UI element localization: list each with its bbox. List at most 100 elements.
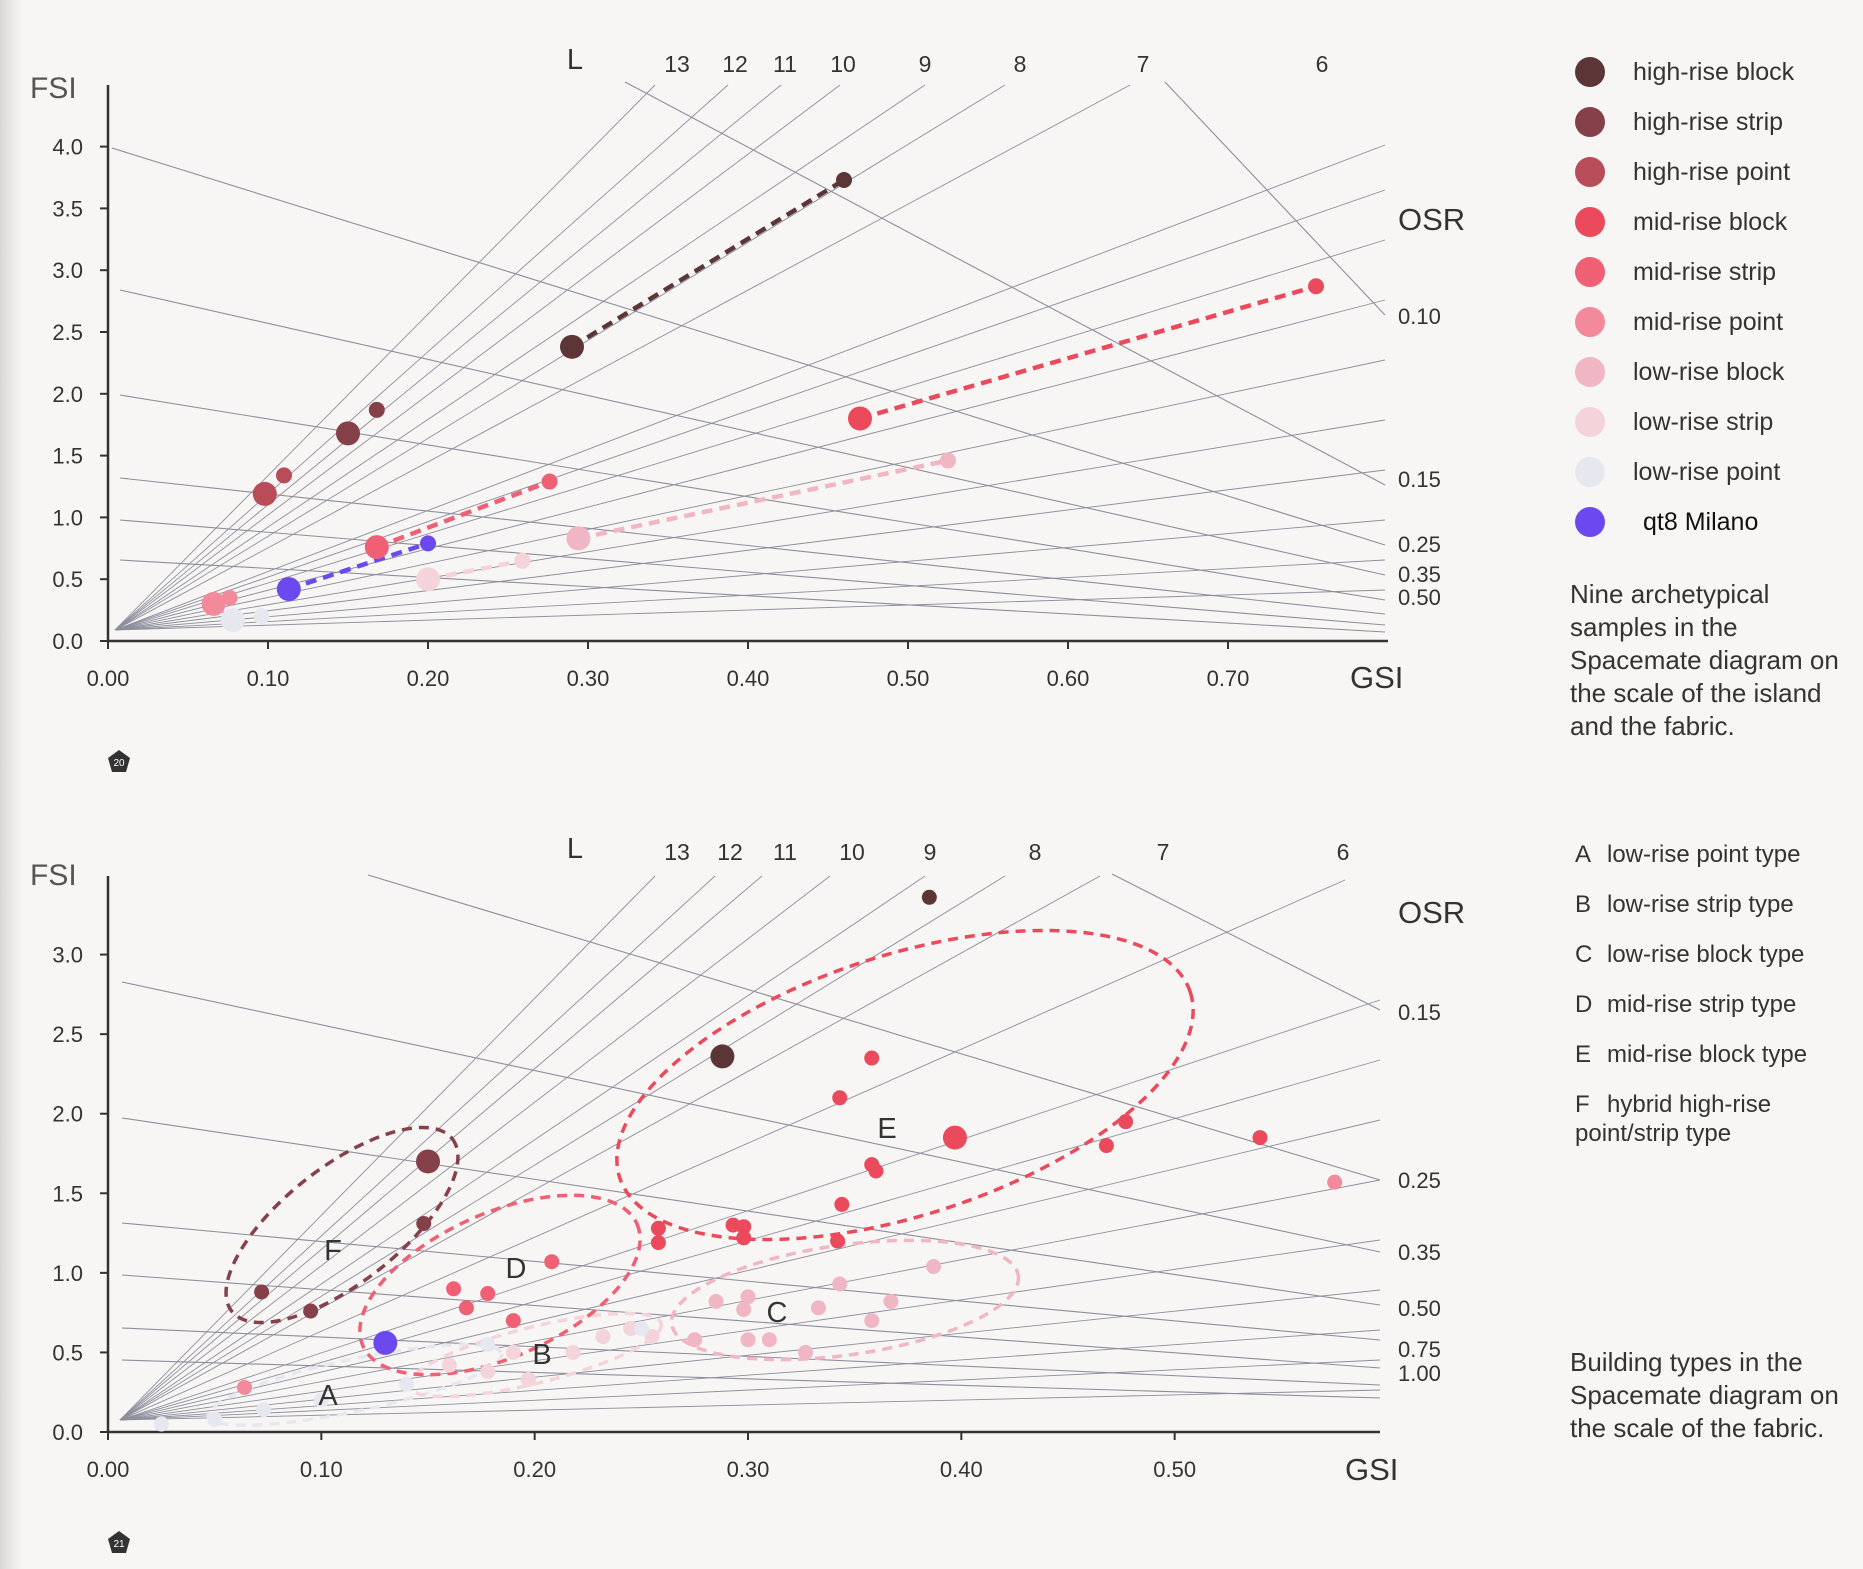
l-line [119, 999, 1381, 1421]
point-low-rise-block [708, 1294, 724, 1310]
l-value-label: 8 [1029, 839, 1042, 865]
osr-line [119, 394, 1386, 601]
x-tick-label: 0.40 [940, 1457, 983, 1482]
type-label: low-rise point type [1607, 841, 1801, 868]
point-mid-rise-block [832, 1090, 848, 1106]
x-tick-label: 0.20 [513, 1457, 556, 1482]
l-value-label: 7 [1137, 51, 1150, 77]
x-tick-label: 0.00 [87, 666, 130, 691]
osr-lines [111, 81, 1386, 633]
point-mid-rise-block [1308, 278, 1324, 295]
type-key: B [1575, 891, 1592, 918]
l-value-label: 13 [664, 51, 690, 77]
l-line [119, 875, 763, 1421]
osr-line [121, 1359, 1381, 1399]
y-tick-label: 0.5 [52, 567, 83, 592]
l-line [119, 1289, 1381, 1421]
l-line [114, 519, 1386, 631]
point-mid-rise-strip [446, 1281, 462, 1297]
point-qt8-milano [276, 577, 301, 602]
type-label: low-rise strip type [1607, 891, 1794, 918]
l-line [114, 144, 1386, 631]
point-low-rise-strip [644, 1329, 660, 1345]
connectors [288, 178, 1317, 592]
connector-qt8-milano [288, 541, 429, 592]
l-value-label: 10 [830, 51, 856, 77]
clusters [206, 928, 1195, 1427]
point-mid-rise-block [942, 1125, 967, 1150]
osr-line [119, 559, 1386, 633]
point-high-rise-strip [254, 1284, 270, 1300]
legend-label: high-rise point [1633, 157, 1791, 186]
axes [100, 85, 1388, 649]
l-lines [114, 84, 1386, 631]
y-tick-label: 2.0 [52, 1102, 83, 1127]
osr-value-label: 0.25 [1398, 1168, 1441, 1193]
osr-lines [121, 873, 1381, 1399]
l-line [119, 875, 1006, 1421]
point-mid-rise-block [864, 1050, 880, 1066]
type-label: hybrid high-rise point/strip type [1575, 1091, 1772, 1147]
legend-label: low-rise strip [1633, 407, 1774, 436]
dot-icon [1575, 157, 1605, 187]
point-high-rise-strip [368, 401, 385, 418]
point-low-rise-point [480, 1336, 496, 1352]
point-mid-rise-block [1098, 1138, 1114, 1154]
point-mid-rise-strip [541, 473, 558, 490]
type-label: mid-rise strip type [1607, 991, 1797, 1018]
legend-item-high-rise-strip: high-rise strip [1575, 97, 1855, 147]
y-tick-label: 4.0 [52, 135, 83, 160]
connector-mid-rise-block [859, 284, 1317, 421]
l-value-label: 12 [717, 839, 743, 865]
labels: 13 12 11 10 9 8 7 6LOSR0.100.150.250.350.500.00… [30, 44, 1465, 772]
l-line [114, 84, 729, 631]
labels: 13 12 11 10 9 8 7 6LOSR0.150.250.350.500.751.00… [30, 833, 1465, 1553]
osr-value-label: 0.50 [1398, 585, 1441, 610]
osr-value-label: 0.25 [1398, 532, 1441, 557]
point-low-rise-point [253, 608, 270, 625]
point-low-rise-strip [441, 1357, 457, 1373]
x-tick-label: 0.10 [300, 1457, 343, 1482]
y-tick-label: 0.0 [52, 629, 83, 654]
cluster-label-c: C [767, 1297, 788, 1329]
dot-icon [1575, 107, 1605, 137]
point-low-rise-block [926, 1258, 942, 1274]
point-low-rise-point [207, 1411, 223, 1427]
l-line [114, 189, 1386, 631]
point-low-rise-block [736, 1301, 752, 1317]
point-mid-rise-block [1118, 1114, 1134, 1130]
y-tick-label: 0.0 [52, 1420, 83, 1445]
point-high-rise-strip [336, 421, 360, 446]
legend-item-low-rise-strip: low-rise strip [1575, 397, 1855, 447]
legend-item-mid-rise-point: mid-rise point [1575, 297, 1855, 347]
dot-icon [1575, 257, 1605, 287]
osr-value-label: 1.00 [1398, 1361, 1441, 1386]
point-mid-rise-block [650, 1235, 666, 1251]
l-value-label: 13 [664, 839, 690, 865]
l-value-label: 12 [722, 51, 748, 77]
point-low-rise-strip [520, 1371, 536, 1387]
cluster-f [224, 1125, 460, 1325]
cluster-label-b: B [532, 1339, 551, 1371]
point-low-rise-point [256, 1402, 272, 1418]
y-tick-label: 1.0 [52, 505, 83, 530]
y-tick-label: 2.0 [52, 382, 83, 407]
dot-icon [1575, 307, 1605, 337]
y-tick-label: 1.0 [52, 1261, 83, 1286]
cluster-label-a: A [318, 1380, 338, 1412]
l-line [119, 875, 656, 1421]
point-mid-rise-block [834, 1196, 850, 1212]
dot-icon [1575, 207, 1605, 237]
y-tick-label: 1.5 [52, 1181, 83, 1206]
cluster-label-d: D [506, 1253, 527, 1285]
x-tick-label: 0.50 [887, 666, 930, 691]
point-low-rise-point [153, 1416, 169, 1432]
type-key: F [1575, 1091, 1590, 1118]
point-high-rise-strip [416, 1149, 440, 1174]
point-low-rise-block [761, 1332, 777, 1348]
x-tick-label: 0.50 [1153, 1457, 1196, 1482]
l-line [114, 359, 1386, 631]
l-value-label: 7 [1157, 839, 1170, 865]
point-mid-rise-strip [505, 1313, 521, 1329]
point-low-rise-block [864, 1313, 880, 1329]
